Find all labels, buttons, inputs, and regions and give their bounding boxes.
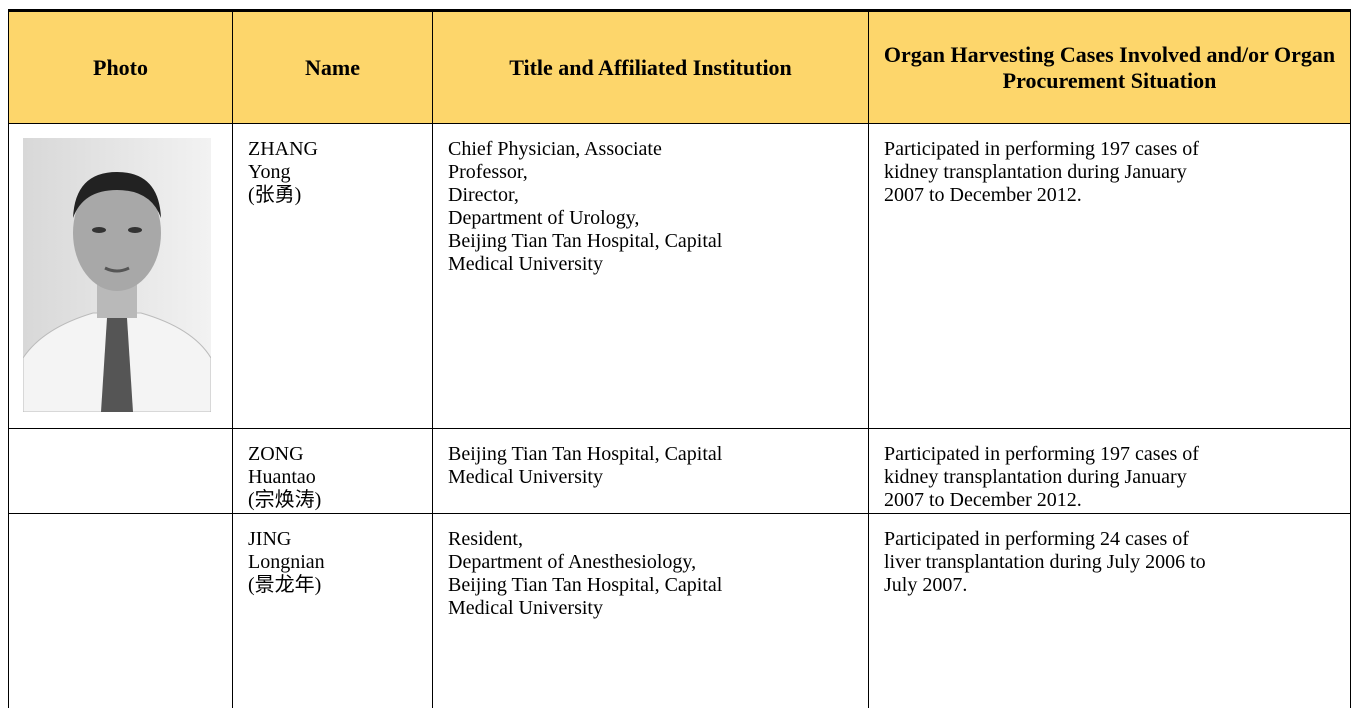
title-line: Medical University: [448, 597, 854, 620]
title-line: Beijing Tian Tan Hospital, Capital: [448, 230, 854, 253]
photo-cell: [9, 429, 233, 514]
header-cell: Name: [233, 11, 433, 124]
name-line: Huantao: [248, 466, 418, 489]
cases-line: kidney transplantation during January: [884, 161, 1336, 184]
title-line: Professor,: [448, 161, 854, 184]
header-cell: Title and Affiliated Institution: [433, 11, 869, 124]
title-line: Beijing Tian Tan Hospital, Capital: [448, 574, 854, 597]
cases-line: Participated in performing 197 cases of: [884, 443, 1336, 466]
cases-line: Participated in performing 24 cases of: [884, 528, 1336, 551]
photo-cell: [9, 124, 233, 429]
name-line: Longnian: [248, 551, 418, 574]
name-line: (张勇): [248, 184, 418, 207]
title-line: Department of Anesthesiology,: [448, 551, 854, 574]
header-cell: Organ Harvesting Cases Involved and/or O…: [869, 11, 1351, 124]
name-line: ZHANG: [248, 138, 418, 161]
title-line: Medical University: [448, 253, 854, 276]
title-line: Resident,: [448, 528, 854, 551]
name-line: (宗焕涛): [248, 489, 418, 512]
title-line: Chief Physician, Associate: [448, 138, 854, 161]
cases-line: Participated in performing 197 cases of: [884, 138, 1336, 161]
title-cell: Resident,Department of Anesthesiology,Be…: [433, 514, 869, 708]
cases-line: liver transplantation during July 2006 t…: [884, 551, 1336, 574]
name-line: JING: [248, 528, 418, 551]
title-line: Beijing Tian Tan Hospital, Capital: [448, 443, 854, 466]
photo-cell: [9, 514, 233, 708]
cases-line: 2007 to December 2012.: [884, 184, 1336, 207]
name-line: ZONG: [248, 443, 418, 466]
name-line: (景龙年): [248, 574, 418, 597]
portrait-photo: [23, 138, 211, 412]
title-line: Director,: [448, 184, 854, 207]
header-cell: Photo: [9, 11, 233, 124]
cases-line: 2007 to December 2012.: [884, 489, 1336, 512]
title-line: Medical University: [448, 466, 854, 489]
name-line: Yong: [248, 161, 418, 184]
title-line: Department of Urology,: [448, 207, 854, 230]
cases-line: July 2007.: [884, 574, 1336, 597]
cases-line: kidney transplantation during January: [884, 466, 1336, 489]
